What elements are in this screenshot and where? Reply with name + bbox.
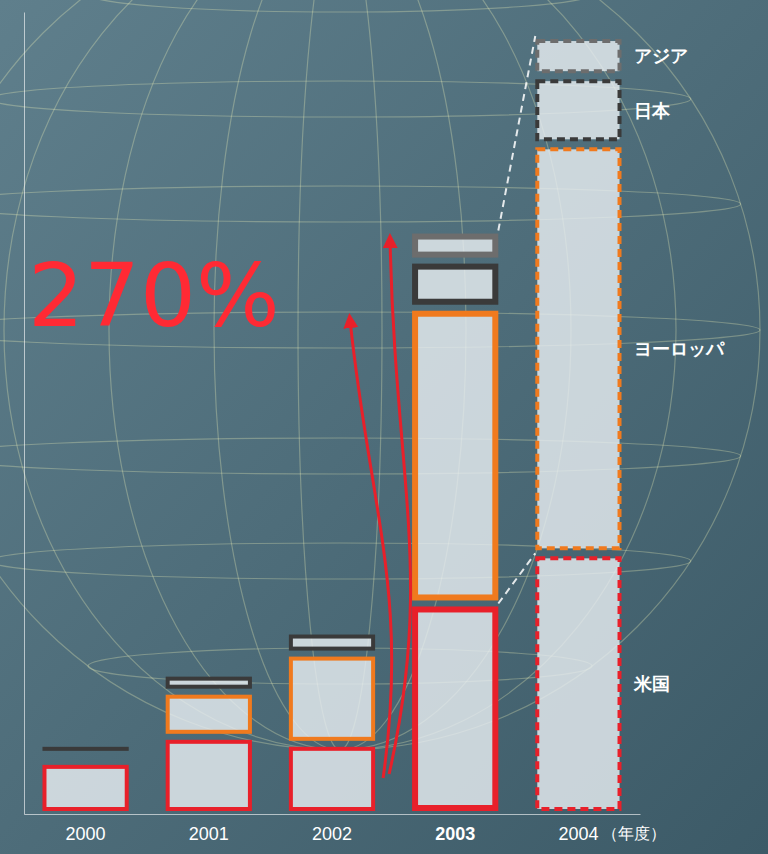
x-tick-label: 2002 (312, 824, 352, 844)
x-tick: 2001 (189, 814, 229, 844)
bar-segment (168, 697, 250, 732)
x-tick: 2000 (66, 814, 106, 844)
bar-segment (44, 767, 126, 809)
x-tick-label: 2001 (189, 824, 229, 844)
growth-arrows (350, 241, 410, 778)
bar-segment (44, 757, 126, 761)
bar-segment (168, 672, 250, 676)
bars (44, 41, 619, 809)
bar-segment (291, 637, 373, 649)
bar-segment (44, 747, 126, 751)
legend-label: 日本 (634, 100, 671, 121)
bar-segment (291, 749, 373, 809)
bar-segment (415, 314, 495, 598)
x-axis-title: （年度） (602, 824, 666, 843)
bar-segment (168, 679, 250, 687)
annotation: 270% (28, 244, 280, 347)
y-axis (24, 13, 25, 815)
globe-meridian (109, 0, 571, 750)
chart: 2000 2001 2002 2003 2004（年度） 米国 ヨーロッパ 日本 アジア 270% (0, 0, 768, 854)
x-axis: 2000 2001 2002 2003 2004 (25, 814, 641, 844)
bar-segment (537, 149, 619, 548)
connectors (498, 36, 535, 603)
bar-segment (537, 41, 619, 71)
bar-segment (415, 609, 495, 808)
bar-segment (415, 237, 495, 255)
y-axis-line (24, 13, 25, 815)
globe-grid (0, 0, 760, 750)
legend-label: 米国 (633, 673, 670, 694)
globe-meridian (0, 0, 760, 750)
globe-parallel (88, 0, 592, 12)
bar-segment (537, 81, 619, 139)
legend-label: ヨーロッパ (634, 338, 725, 359)
bar-segment (291, 659, 373, 739)
x-tick: 2004 (558, 814, 598, 844)
x-tick-label: 2004 (558, 824, 598, 844)
legend-label: アジア (634, 45, 688, 66)
bar-segment (168, 742, 250, 809)
x-tick: 2002 (312, 814, 352, 844)
bar-segment (291, 628, 373, 632)
legend: 米国 ヨーロッパ 日本 アジア (633, 45, 725, 694)
x-axis-line (25, 814, 641, 815)
bar-segment (415, 267, 495, 302)
bar-segment (537, 558, 619, 809)
x-tick-label: 2003 (435, 824, 475, 844)
bar-segment (44, 741, 126, 745)
x-tick: 2003 (435, 814, 475, 844)
x-tick-label: 2000 (66, 824, 106, 844)
globe-parallel (0, 186, 741, 222)
connector-line (498, 36, 535, 230)
growth-arrow (350, 321, 392, 778)
connector-line (498, 553, 535, 603)
